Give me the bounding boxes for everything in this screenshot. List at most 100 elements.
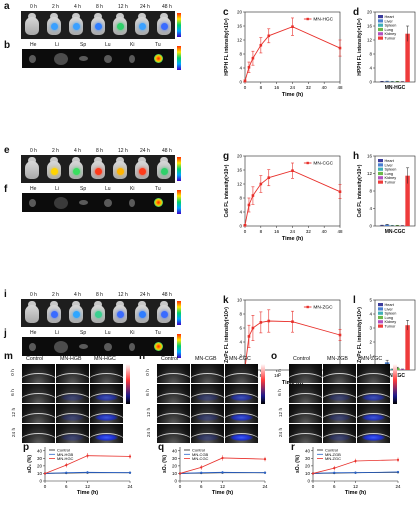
oxygen-colorbar: [393, 364, 397, 404]
fluorescence-spot: [95, 168, 102, 175]
ultrasound-image: [225, 404, 258, 423]
x-tick-label: 6: [65, 484, 68, 489]
legend-label: MN-CGC: [192, 456, 209, 461]
us-row-label: 24 h: [279, 428, 284, 437]
data-point: [248, 66, 251, 69]
y-tick-label: 8: [239, 52, 242, 57]
data-point: [252, 327, 255, 330]
data-point: [291, 320, 294, 323]
organ-li: [54, 341, 68, 353]
mouse-image: [153, 11, 175, 39]
data-point: [354, 472, 356, 474]
ultrasound-image: [323, 404, 356, 423]
legend-swatch: [378, 19, 383, 22]
data-point: [397, 459, 399, 461]
legend-swatch: [378, 312, 383, 315]
x-axis-label: Time (h): [282, 236, 303, 242]
time-label: 8 h: [96, 4, 103, 10]
ultrasound-image: [357, 364, 390, 383]
ultrasound-image: [289, 424, 322, 443]
us-column-label: Control: [26, 356, 43, 362]
intensity-colorbar: [177, 334, 181, 358]
panel-letter-i: i: [4, 289, 7, 300]
organ-lu: [104, 199, 112, 207]
x-axis-label: Time (h): [345, 490, 366, 496]
x-tick-label: 12: [85, 484, 91, 489]
y-tick-label: 12: [367, 171, 373, 176]
y-tick-label: 0: [369, 80, 372, 85]
data-point: [333, 467, 335, 469]
y-tick-label: 12: [237, 38, 243, 43]
us-row-label: 24 h: [12, 428, 17, 437]
ultrasound-image: [323, 424, 356, 443]
panel-letter-n: n: [139, 351, 145, 362]
x-tick-label: 6: [200, 484, 203, 489]
organ-tu: [154, 198, 163, 207]
mouse-image: [131, 299, 153, 327]
organ-li: [54, 197, 68, 209]
tissue-boundary: [56, 373, 89, 383]
y-axis-label: sO₂ (%): [162, 455, 168, 473]
panel-letter-a: a: [4, 1, 10, 12]
x-axis-label: Time (h): [282, 92, 303, 98]
y-axis-label: HPPH FL intensity(×10⁸): [224, 18, 230, 76]
us-row-label: 6 h: [278, 389, 283, 396]
x-tick-label: 24: [127, 484, 133, 489]
data-point: [221, 457, 223, 459]
y-tick-label: 20: [367, 10, 373, 15]
panel-letter-f: f: [4, 184, 7, 195]
ultrasound-image: [357, 384, 390, 403]
x-tick-label: 32: [306, 229, 312, 234]
legend-swatch: [378, 181, 383, 184]
y-tick-label: 40: [305, 448, 311, 453]
data-point: [312, 472, 314, 474]
time-label: 4 h: [74, 4, 81, 10]
x-tick-label: 40: [322, 229, 328, 234]
data-point: [397, 471, 399, 473]
time-label: 12 h: [118, 292, 128, 298]
legend-label: MN-CGC: [313, 161, 333, 167]
oxygen-colorbar: [261, 364, 265, 404]
data-point: [129, 455, 131, 457]
mouse-image: [131, 11, 153, 39]
ultrasound-image: [90, 424, 123, 443]
us-column-label: MN-CGC: [229, 356, 251, 362]
ultrasound-image: [289, 404, 322, 423]
legend-swatch: [378, 325, 383, 328]
y-tick-label: 8: [239, 312, 242, 317]
organ-sp: [79, 200, 88, 205]
fluorescence-spot: [117, 23, 124, 30]
data-point: [65, 472, 67, 474]
mouse-image: [65, 299, 87, 327]
mouse-image: [109, 299, 131, 327]
organ-lu: [104, 55, 112, 63]
ultrasound-image: [22, 424, 55, 443]
time-label: 4 h: [74, 292, 81, 298]
y-tick-label: 16: [237, 168, 243, 173]
y-tick-label: 20: [172, 463, 178, 468]
y-axis-label: Ce6 FL intensity(×10⁸): [224, 164, 230, 217]
ultrasound-image: [191, 364, 224, 383]
mouse-image: [109, 155, 131, 183]
x-tick-label: 0: [244, 85, 247, 90]
intensity-colorbar: [177, 301, 181, 325]
legend-swatch: [378, 168, 383, 171]
legend-swatch: [378, 172, 383, 175]
organ-he: [29, 343, 36, 351]
fluorescence-spot: [95, 311, 102, 318]
ultrasound-image: [357, 424, 390, 443]
y-tick-label: 8: [369, 52, 372, 57]
x-tick-label: 48: [337, 85, 343, 90]
y-axis-label: Ce6 FL intensity(×10⁸): [357, 164, 363, 217]
x-axis-label: Time (h): [77, 490, 98, 496]
ultrasound-image: [56, 424, 89, 443]
panel-letter-j: j: [4, 328, 7, 339]
mouse-image: [87, 155, 109, 183]
data-point: [244, 80, 247, 83]
data-point: [252, 57, 255, 60]
organ-label: Tu: [155, 330, 161, 336]
tissue-boundary: [289, 413, 322, 423]
